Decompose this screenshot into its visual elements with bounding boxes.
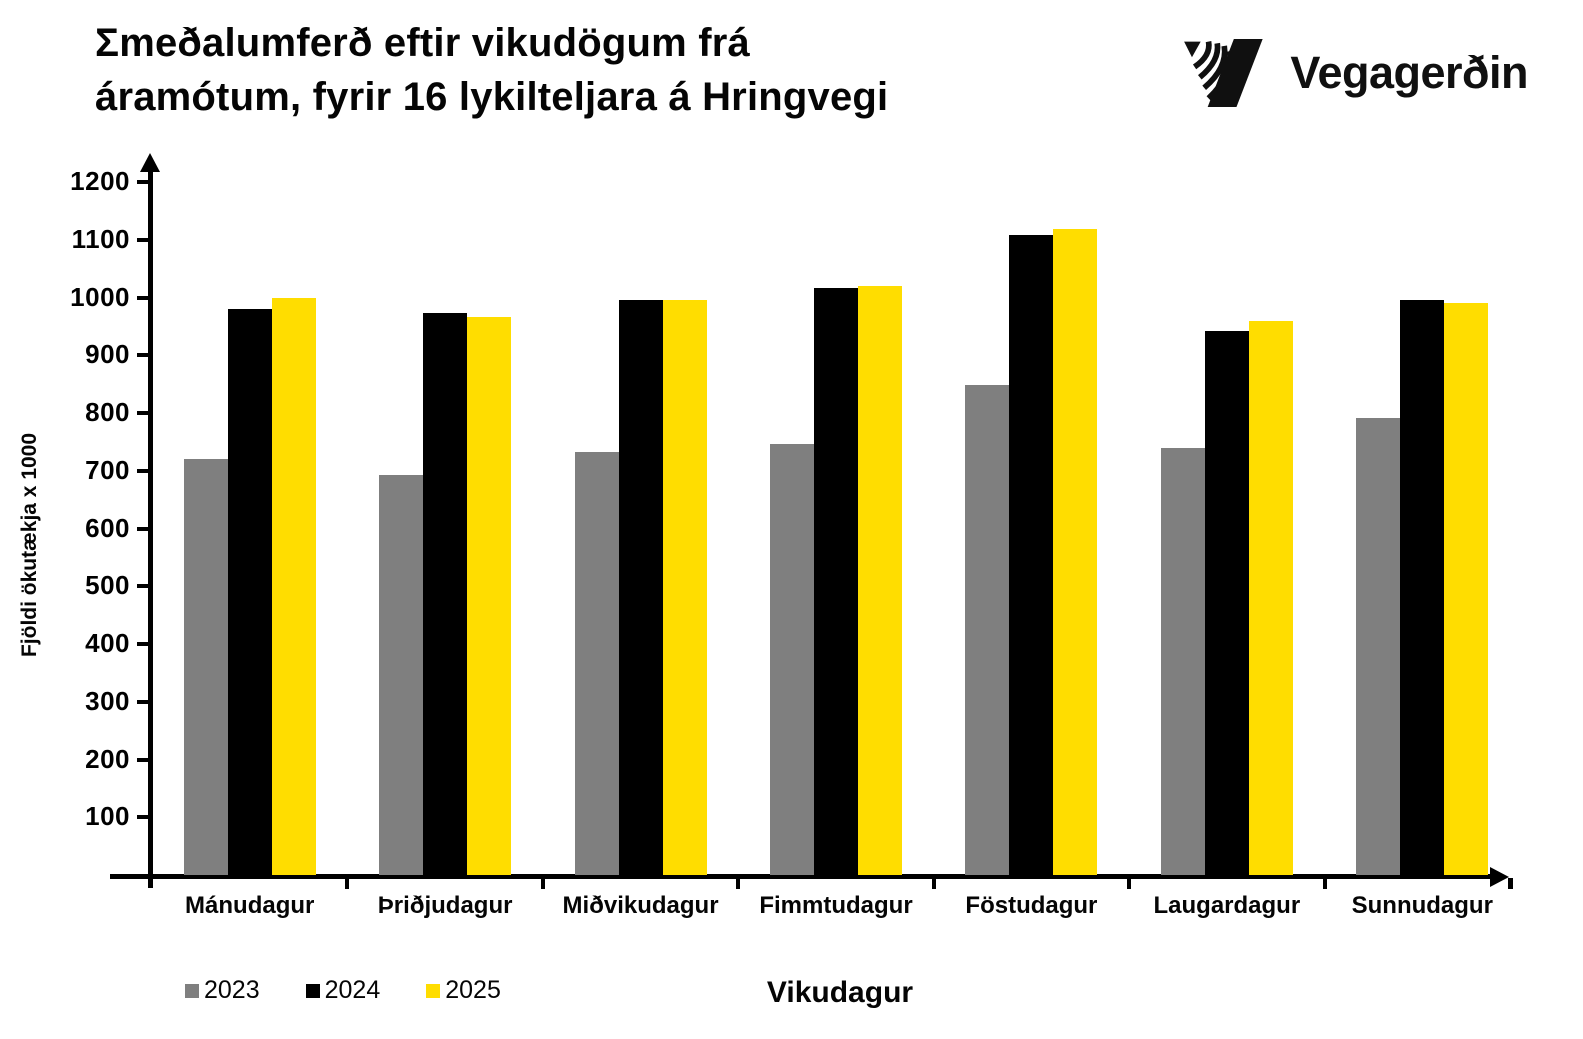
y-axis-tick-label: 500 [85,570,130,601]
chart-legend: 2023 2024 2025 [185,976,501,1005]
x-axis-category-label: Þriðjudagur [377,892,513,919]
legend-swatch-2023 [185,983,199,998]
y-axis-tick-label: 900 [85,339,130,370]
bar-2025-laugardagur [1248,320,1293,875]
bar-2024-miðvikudagur [618,300,663,875]
legend-swatch-2024 [305,983,320,998]
y-axis-tick [137,699,150,704]
bar-2024-föstudagur [1009,235,1054,875]
y-axis-tick [137,180,150,184]
y-axis-title: Fjöldi ökutækja x 1000 [18,432,41,658]
y-axis-tick-label: 200 [85,743,130,774]
x-axis-tick [931,878,936,889]
bar-2024-sunnudagur [1400,300,1445,875]
bar-2023-mánudagur [183,459,228,875]
y-axis-tick [137,584,150,589]
x-axis-category-label: Föstudagur [965,892,1098,919]
legend-item-2025: 2025 [426,976,501,1005]
y-axis-tick-label: 800 [85,397,130,427]
legend-item-2023: 2023 [185,976,260,1005]
bar-2023-fimmtudagur [770,443,814,875]
y-axis-tick-label: 300 [85,685,130,716]
x-axis-tick [736,878,741,889]
x-axis-tick [345,878,350,889]
y-axis-tick [137,642,150,646]
x-axis-category-label: Mánudagur [185,892,315,919]
bar-2025-miðvikudagur [662,299,707,875]
bar-2023-þriðjudagur [379,475,424,875]
y-axis-tick [137,411,150,415]
x-axis-title: Vikudagur [766,976,914,1009]
y-axis-tick-label: 1100 [71,223,130,254]
page-title-line-2: áramótum, fyrir 16 lykilteljara á Hringv… [95,75,889,119]
bar-2025-föstudagur [1053,229,1098,875]
bar-2025-mánudagur [271,297,316,875]
legend-label-2024: 2024 [324,976,381,1004]
x-axis-line [110,874,1495,879]
vegagerdin-logo-text: Vegagerðin [1290,47,1528,98]
bar-2025-fimmtudagur [858,285,902,875]
legend-item-2024: 2024 [305,976,381,1005]
y-axis-arrow-icon [140,153,160,172]
bar-2024-þriðjudagur [423,313,468,875]
x-axis-category-label: Miðvikudagur [562,892,719,919]
y-axis-tick [137,295,150,300]
x-axis-tick [540,878,545,889]
x-axis-end-tick [1508,878,1513,889]
x-axis-category-label: Sunnudagur [1351,892,1493,919]
bar-2025-þriðjudagur [467,316,512,875]
bar-2024-fimmtudagur [814,287,858,875]
bar-2023-laugardagur [1160,447,1205,875]
y-axis-tick-label: 400 [85,628,130,658]
vegagerdin-logo: Vegagerðin [1178,30,1528,116]
page-title: Σmeðalumferð eftir vikudögum frá áramótu… [95,16,888,124]
legend-swatch-2025 [426,983,441,998]
bar-2025-sunnudagur [1444,303,1489,875]
page-title-line-1: Σmeðalumferð eftir vikudögum frá [95,21,750,65]
y-axis-tick-label: 100 [85,801,130,832]
y-axis-tick [137,526,150,531]
bar-2023-miðvikudagur [574,451,619,875]
y-axis-line [148,170,153,888]
x-axis-category-label: Laugardagur [1153,892,1301,919]
bar-2024-laugardagur [1204,330,1249,875]
x-axis-tick [1127,878,1132,889]
y-axis-tick-label: 1200 [70,166,130,196]
bar-2024-mánudagur [227,309,272,875]
x-axis-category-label: Fimmtudagur [759,892,913,919]
y-axis-tick [137,757,150,762]
legend-label-2025: 2025 [445,976,501,1004]
vegagerdin-logo-icon [1184,38,1264,108]
legend-label-2023: 2023 [204,976,260,1004]
x-axis-tick [1322,878,1327,889]
y-axis-tick [137,815,150,820]
y-axis-tick [137,353,150,358]
y-axis-tick [137,237,150,242]
y-axis-tick [137,468,150,473]
bar-2023-föstudagur [965,385,1010,875]
y-axis-tick-label: 1000 [70,281,130,312]
y-axis-tick-label: 700 [85,454,130,485]
x-axis-arrow-icon [1490,867,1509,887]
bar-2023-sunnudagur [1356,418,1401,875]
y-axis-tick-label: 600 [85,512,130,543]
